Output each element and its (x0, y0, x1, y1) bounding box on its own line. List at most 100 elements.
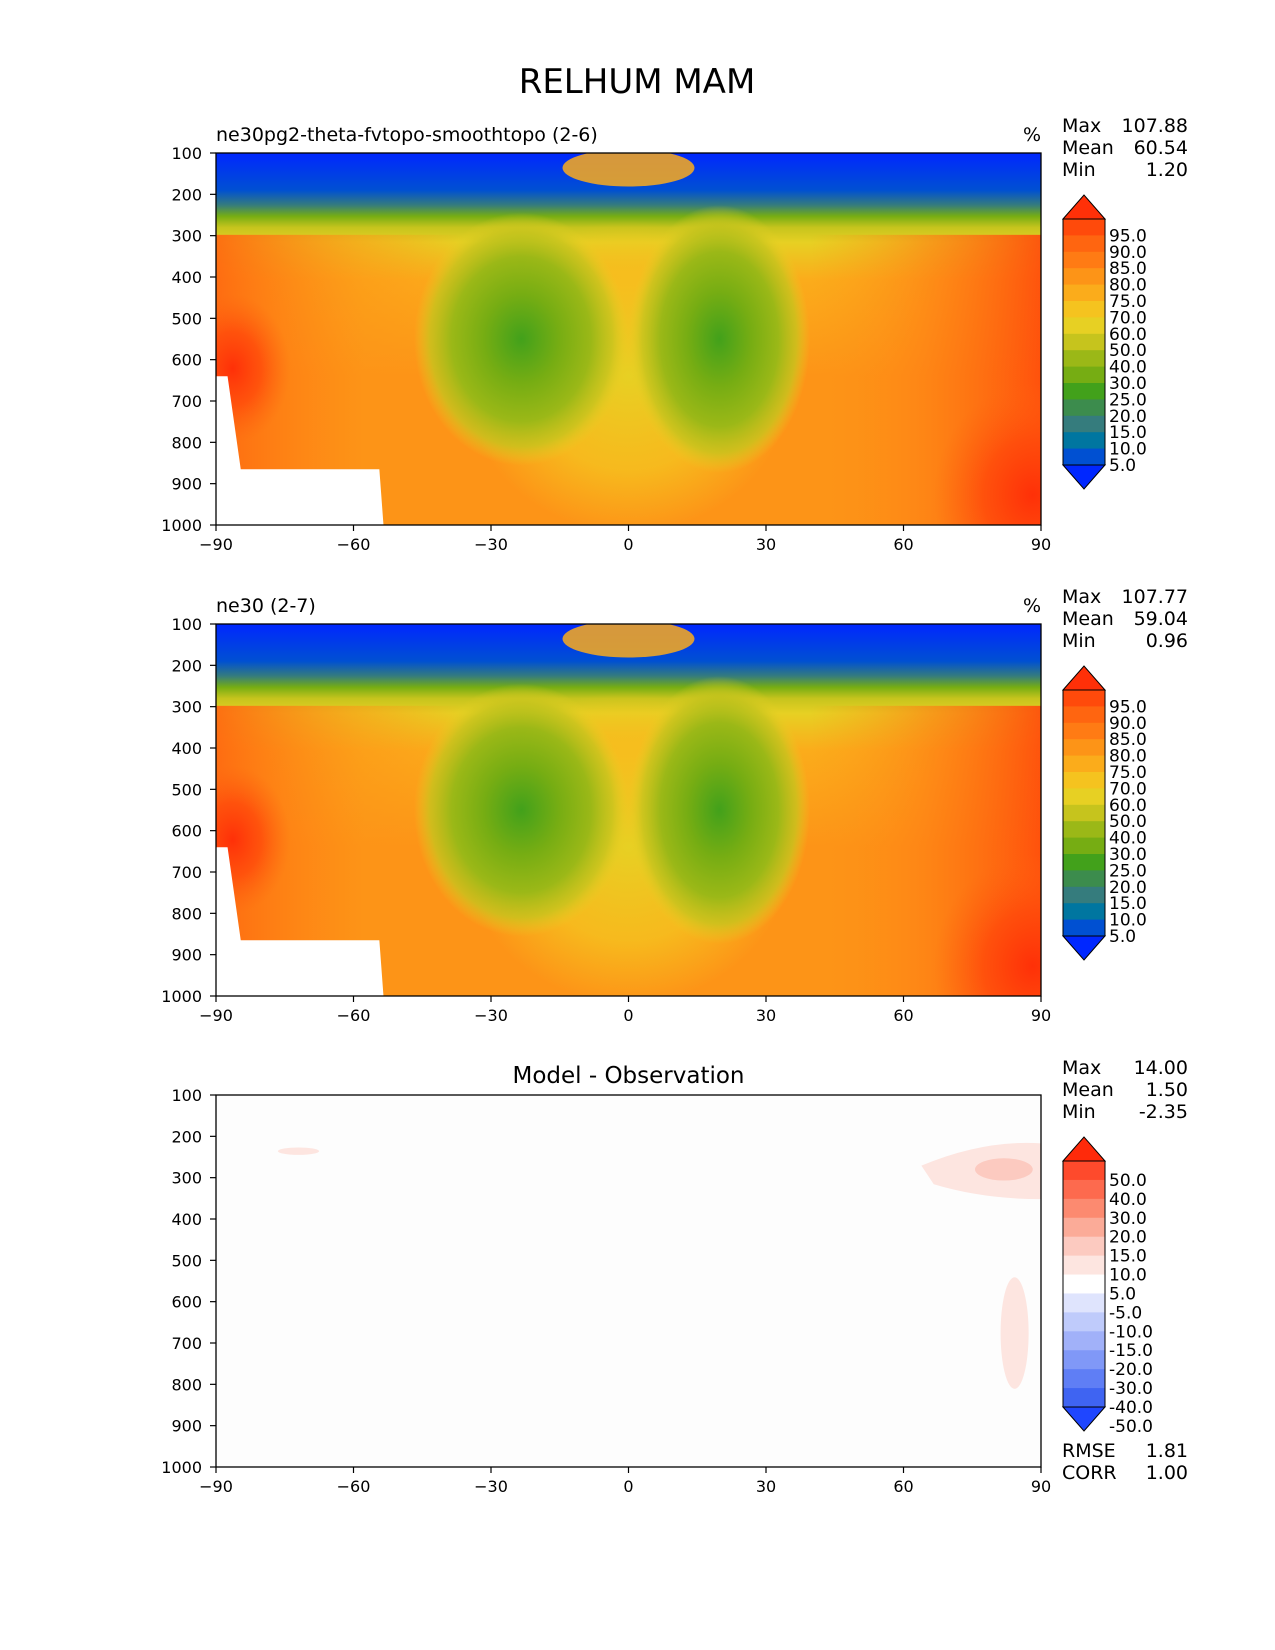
x-tick-label: −30 (474, 1006, 508, 1025)
y-tick-label: 700 (171, 392, 202, 411)
y-tick-label: 100 (171, 1086, 202, 1105)
y-tick-label: 200 (171, 1127, 202, 1146)
colorbar-band (1063, 903, 1105, 921)
panel-title: ne30 (2-7) (216, 595, 316, 617)
colorbar-label: 75.0 (1109, 292, 1147, 312)
colorbar-band (1063, 448, 1105, 466)
colorbar-label: 20.0 (1109, 1228, 1147, 1248)
stat-label: CORR (1062, 1462, 1117, 1484)
colorbar-label: 50.0 (1109, 341, 1147, 361)
stat-label: Max (1062, 586, 1101, 608)
panel-diff: Model - Observation100200300400500600700… (161, 1057, 1188, 1496)
colorbar-band (1063, 1293, 1105, 1313)
colorbar-label: 85.0 (1109, 730, 1147, 750)
colorbar-band (1063, 1217, 1105, 1238)
colorbar-band (1063, 1255, 1105, 1276)
x-tick-label: 90 (1031, 1006, 1051, 1025)
dry-zone-south (414, 683, 629, 937)
y-tick-label: 1000 (161, 987, 202, 1006)
colorbar-band (1063, 268, 1105, 286)
x-tick-label: 60 (893, 1006, 913, 1025)
y-tick-label: 900 (171, 475, 202, 494)
colorbar-band (1063, 432, 1105, 450)
colorbar-band (1063, 1331, 1105, 1351)
colorbar: 50.040.030.020.015.010.05.0-5.0-10.0-15.… (1061, 1136, 1153, 1437)
colorbar-band (1063, 1274, 1105, 1295)
colorbar-label: 10.0 (1109, 1266, 1147, 1286)
stats-block: Max 107.88 Mean 60.54 Min 1.20 (1062, 115, 1188, 181)
stat-label: RMSE (1062, 1440, 1116, 1462)
colorbar-extend-min (1061, 935, 1107, 961)
colorbar-label: 5.0 (1109, 927, 1136, 947)
y-tick-label: 400 (171, 268, 202, 287)
stat-value: 1.00 (1146, 1462, 1188, 1484)
colorbar-band (1063, 219, 1105, 236)
x-tick-label: 60 (893, 535, 913, 554)
stat-value: 0.96 (1146, 630, 1188, 652)
colorbar-label: 40.0 (1109, 1190, 1147, 1210)
colorbar-frame (1062, 218, 1106, 466)
colorbar-band (1063, 284, 1105, 302)
contour-field (216, 624, 1041, 996)
dry-zone-south (414, 212, 629, 466)
colorbar-band (1063, 919, 1105, 937)
x-tick-label: −30 (474, 1477, 508, 1496)
colorbar-label: 60.0 (1109, 325, 1147, 345)
y-tick-label: 700 (171, 863, 202, 882)
stat-label: Mean (1062, 608, 1114, 630)
colorbar-band (1063, 383, 1105, 400)
colorbar-label: 25.0 (1109, 861, 1147, 881)
colorbar-band (1063, 1179, 1105, 1200)
error-stats: RMSE 1.81 CORR 1.00 (1062, 1440, 1188, 1484)
colorbar-band (1063, 1312, 1105, 1332)
positive-bias-small (277, 1147, 320, 1155)
y-tick-label: 400 (171, 739, 202, 758)
x-tick-label: 0 (623, 535, 633, 554)
colorbar-label: -10.0 (1109, 1322, 1153, 1342)
colorbar-band (1063, 1161, 1105, 1181)
colorbar-label: 75.0 (1109, 763, 1147, 783)
wet-region-north (933, 383, 1041, 525)
stat-value: 14.00 (1134, 1057, 1188, 1079)
y-tick-label: 500 (171, 780, 202, 799)
stat-value: -2.35 (1139, 1101, 1188, 1123)
colorbar-label: 90.0 (1109, 243, 1147, 263)
contour-field (216, 153, 1041, 525)
panel-title: Model - Observation (512, 1063, 744, 1089)
y-tick-label: 700 (171, 1334, 202, 1353)
colorbar-band (1063, 706, 1105, 724)
x-tick-label: −90 (199, 535, 233, 554)
colorbar-band (1063, 804, 1105, 822)
colorbar-label: 15.0 (1109, 894, 1147, 914)
colorbar-band (1063, 739, 1105, 757)
y-tick-label: 300 (171, 698, 202, 717)
panels: ne30pg2-theta-fvtopo-smoothtopo (2-6) % 10… (161, 115, 1188, 1496)
stat-label: Mean (1062, 137, 1114, 159)
panel-ref: ne30 (2-7) %10020030040050060070080090010… (161, 586, 1188, 1025)
y-tick-label: 800 (171, 433, 202, 452)
y-tick-label: 500 (171, 1251, 202, 1270)
wet-region-south (216, 294, 291, 444)
colorbar-label: -20.0 (1109, 1360, 1153, 1380)
colorbar-band (1063, 235, 1105, 253)
colorbar-band (1063, 821, 1105, 839)
x-tick-label: 30 (756, 1477, 776, 1496)
colorbar-label: 95.0 (1109, 697, 1147, 717)
y-tick-label: 200 (171, 656, 202, 675)
y-tick-label: 800 (171, 904, 202, 923)
colorbar-label: 50.0 (1109, 1171, 1147, 1191)
colorbar-extend-max (1061, 665, 1107, 691)
colorbar-label: 80.0 (1109, 747, 1147, 767)
colorbar-band (1063, 886, 1105, 904)
colorbar-band (1063, 317, 1105, 335)
dry-zone-north (628, 205, 810, 473)
stat-label: Min (1062, 159, 1096, 181)
stat-value: 60.54 (1134, 137, 1188, 159)
stat-label: Min (1062, 1101, 1096, 1123)
colorbar-label: 30.0 (1109, 1209, 1147, 1229)
topography-mask (216, 847, 384, 996)
y-tick-label: 300 (171, 227, 202, 246)
colorbar-label: 25.0 (1109, 390, 1147, 410)
colorbar-label: 80.0 (1109, 276, 1147, 296)
